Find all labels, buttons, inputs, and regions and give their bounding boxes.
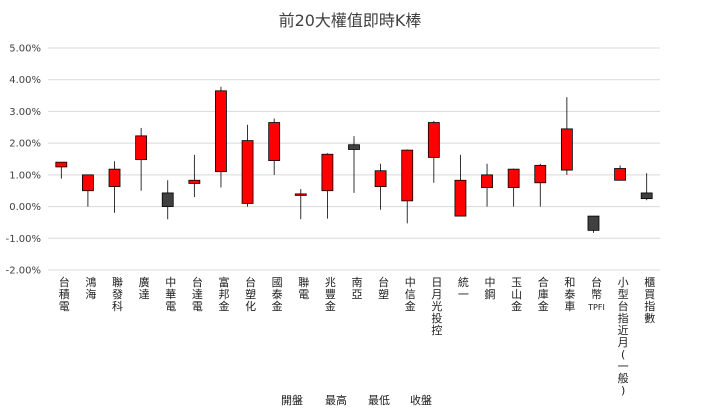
candle-body — [481, 174, 493, 188]
candle-body — [241, 140, 254, 204]
candle — [55, 161, 68, 179]
category-label: 富邦金 — [218, 275, 229, 313]
candle-body — [135, 135, 148, 161]
y-tick-label: 2.00% — [9, 139, 41, 150]
candle-body — [427, 122, 440, 158]
category-label: 南亞 — [352, 276, 363, 301]
candle-body — [268, 122, 281, 161]
candle-body — [348, 144, 360, 150]
y-tick-label: 4.00% — [9, 75, 41, 86]
candle — [161, 180, 174, 220]
candle-body — [188, 179, 201, 184]
candle-body — [294, 193, 307, 196]
category-label: 台幣 TPFI — [587, 275, 605, 312]
category-label: 小型台指近月(一般) — [618, 276, 629, 397]
candle — [427, 120, 440, 183]
candle — [321, 153, 334, 219]
category-label: 國泰金 — [272, 276, 283, 313]
candle-body — [614, 168, 626, 181]
category-label: 中鋼 — [485, 276, 496, 301]
y-tick-label: 5.00% — [9, 44, 41, 55]
candle — [401, 149, 414, 224]
category-label: 台積電 — [59, 275, 70, 313]
candle — [454, 154, 467, 217]
y-tick-label: 3.00% — [9, 107, 41, 118]
category-label: 統一 — [458, 275, 469, 301]
candle — [560, 97, 573, 175]
y-tick-label: 0.00% — [9, 202, 41, 213]
chart-title: 前20大權值即時K棒 — [279, 11, 422, 30]
y-tick-label: -1.00% — [6, 234, 41, 245]
candle-body — [108, 168, 121, 187]
category-label: 台達電 — [192, 275, 203, 313]
category-label: 玉山金 — [511, 276, 522, 313]
candle — [135, 127, 148, 191]
y-axis-ticks: -2.00% -1.00% 0.00% 1.00% 2.00% 3.00% 4.00% 5.0… — [6, 44, 41, 277]
candle — [481, 163, 493, 207]
legend-entry: 開盤 — [281, 394, 303, 407]
candle-body — [374, 170, 387, 187]
candle-body — [454, 179, 467, 217]
category-label: 聯發科 — [112, 276, 123, 313]
category-label: 台塑化 — [245, 275, 256, 313]
candle — [374, 163, 387, 210]
candle-body — [82, 174, 94, 192]
category-label: 廣達 — [139, 275, 150, 301]
candle — [507, 168, 520, 207]
candle-body — [507, 168, 520, 188]
candle — [587, 215, 600, 233]
candle-body — [401, 149, 414, 202]
candle — [82, 174, 94, 207]
category-label: 櫃買指數 — [644, 275, 655, 325]
candle-body — [587, 215, 600, 231]
category-label: 中信金 — [405, 276, 416, 313]
candle — [241, 124, 254, 207]
candle-body — [161, 192, 174, 207]
candle — [534, 163, 547, 207]
candle — [348, 136, 360, 193]
y-tick-label: 1.00% — [9, 170, 41, 181]
legend: 開盤 最高 最低 收盤 — [281, 393, 432, 407]
legend-entry: 最低 — [368, 394, 390, 407]
legend-entry: 最高 — [325, 393, 347, 407]
candle — [294, 189, 307, 220]
category-label: 日月光投控 — [431, 276, 442, 337]
candle-body — [55, 161, 68, 168]
category-label: 台塑 — [378, 275, 389, 301]
candles — [55, 86, 653, 233]
y-tick-label: -2.00% — [6, 266, 41, 277]
legend-entry: 收盤 — [410, 393, 432, 407]
category-label: 聯電 — [298, 276, 309, 301]
candle — [108, 161, 121, 213]
category-label: 兆豐金 — [325, 276, 336, 313]
category-label: 鴻海 — [85, 275, 96, 301]
category-label: 中華電 — [165, 276, 176, 313]
candle-body — [560, 128, 573, 171]
candle — [215, 86, 227, 188]
candle — [268, 118, 281, 175]
category-label: 和泰車 — [564, 276, 575, 313]
candle-body — [321, 153, 334, 192]
category-label: 合庫金 — [538, 275, 549, 313]
candle — [614, 165, 626, 181]
candle — [188, 154, 201, 198]
candle-body — [215, 90, 227, 173]
candle-body — [640, 192, 653, 200]
candle-body — [534, 164, 547, 184]
candle — [640, 173, 653, 201]
